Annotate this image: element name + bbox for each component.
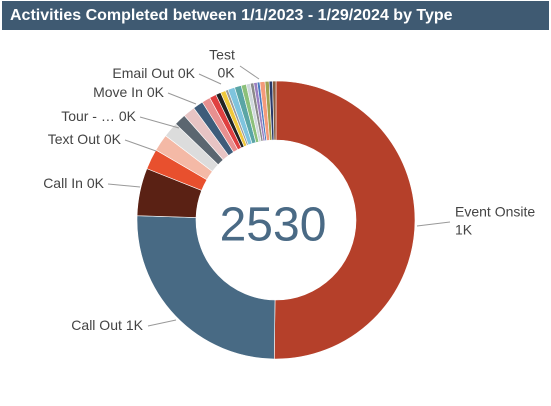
leader-line [124,139,157,152]
slice-label: Call Out [71,317,122,333]
value-label: 0K [104,131,122,147]
chart-title: Activities Completed between 1/1/2023 - … [10,7,453,24]
leader-line [167,92,197,105]
leader-line [416,221,451,227]
slice-label-group: Move In 0K [93,84,165,100]
value-label: 0K [217,65,235,81]
value-label: 1K [455,222,473,238]
leader-line [239,65,260,80]
slice-label: Event Onsite [455,204,535,220]
leader-line [139,116,180,129]
slice-label-group: Tour - … 0K [61,108,136,124]
slice-label-group: Call Out 1K [71,317,143,333]
slice-label-group: Text Out 0K [48,131,122,147]
slice [272,80,277,141]
header-bar [2,1,549,30]
leader-line [198,73,222,85]
center-total: 2530 [220,199,327,252]
value-label: 0K [119,108,137,124]
slice [136,215,276,360]
value-label: 0K [178,65,196,81]
slice-label: Call In [43,175,83,191]
slice-label-group: Email Out 0K [112,65,195,81]
value-label: 0K [147,84,165,100]
leader-line [107,183,141,188]
slice-label: Text Out [48,131,100,147]
value-label: 0K [87,175,105,191]
slice-label: Move In [93,84,143,100]
slice-label: Tour - … [61,108,115,124]
slice-label: Test [209,47,235,63]
value-label: 1K [126,317,144,333]
slice-label: Email Out [112,65,174,81]
leader-line [147,319,177,327]
slice [273,80,416,360]
slice-label-group: Call In 0K [43,175,104,191]
